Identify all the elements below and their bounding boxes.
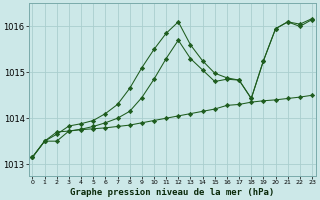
X-axis label: Graphe pression niveau de la mer (hPa): Graphe pression niveau de la mer (hPa): [70, 188, 274, 197]
